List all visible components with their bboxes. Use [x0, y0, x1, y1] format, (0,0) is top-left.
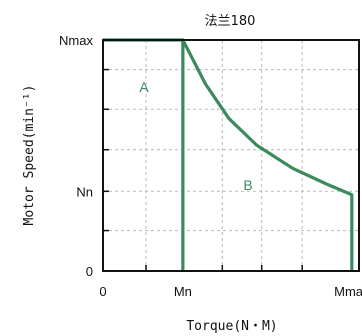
region-label-b: B [243, 177, 252, 193]
x-tick-labels: 0 Mn Mmax [99, 284, 362, 299]
y-tick-label-nn: Nn [76, 184, 93, 199]
y-axis-label: Motor Speed(min⁻¹) [22, 85, 37, 226]
series [102, 38, 354, 272]
y-tick-label-0: 0 [86, 264, 93, 279]
x-tick-label-mn: Mn [174, 284, 192, 299]
plot-frame [102, 39, 360, 272]
x-tick-label-0: 0 [99, 284, 106, 299]
x-axis-label: Torque(N・M) [186, 319, 277, 334]
grid [103, 40, 359, 271]
y-tick-labels: 0 Nn Nmax [59, 33, 93, 279]
tick-marks [103, 39, 353, 272]
series-b-line [181, 39, 354, 271]
x-tick-label-mmax: Mmax [334, 284, 362, 299]
y-tick-label-nmax: Nmax [59, 33, 93, 48]
region-label-a: A [139, 79, 149, 95]
chart-title: 法兰180 [205, 14, 256, 29]
series-a-line [103, 38, 185, 271]
